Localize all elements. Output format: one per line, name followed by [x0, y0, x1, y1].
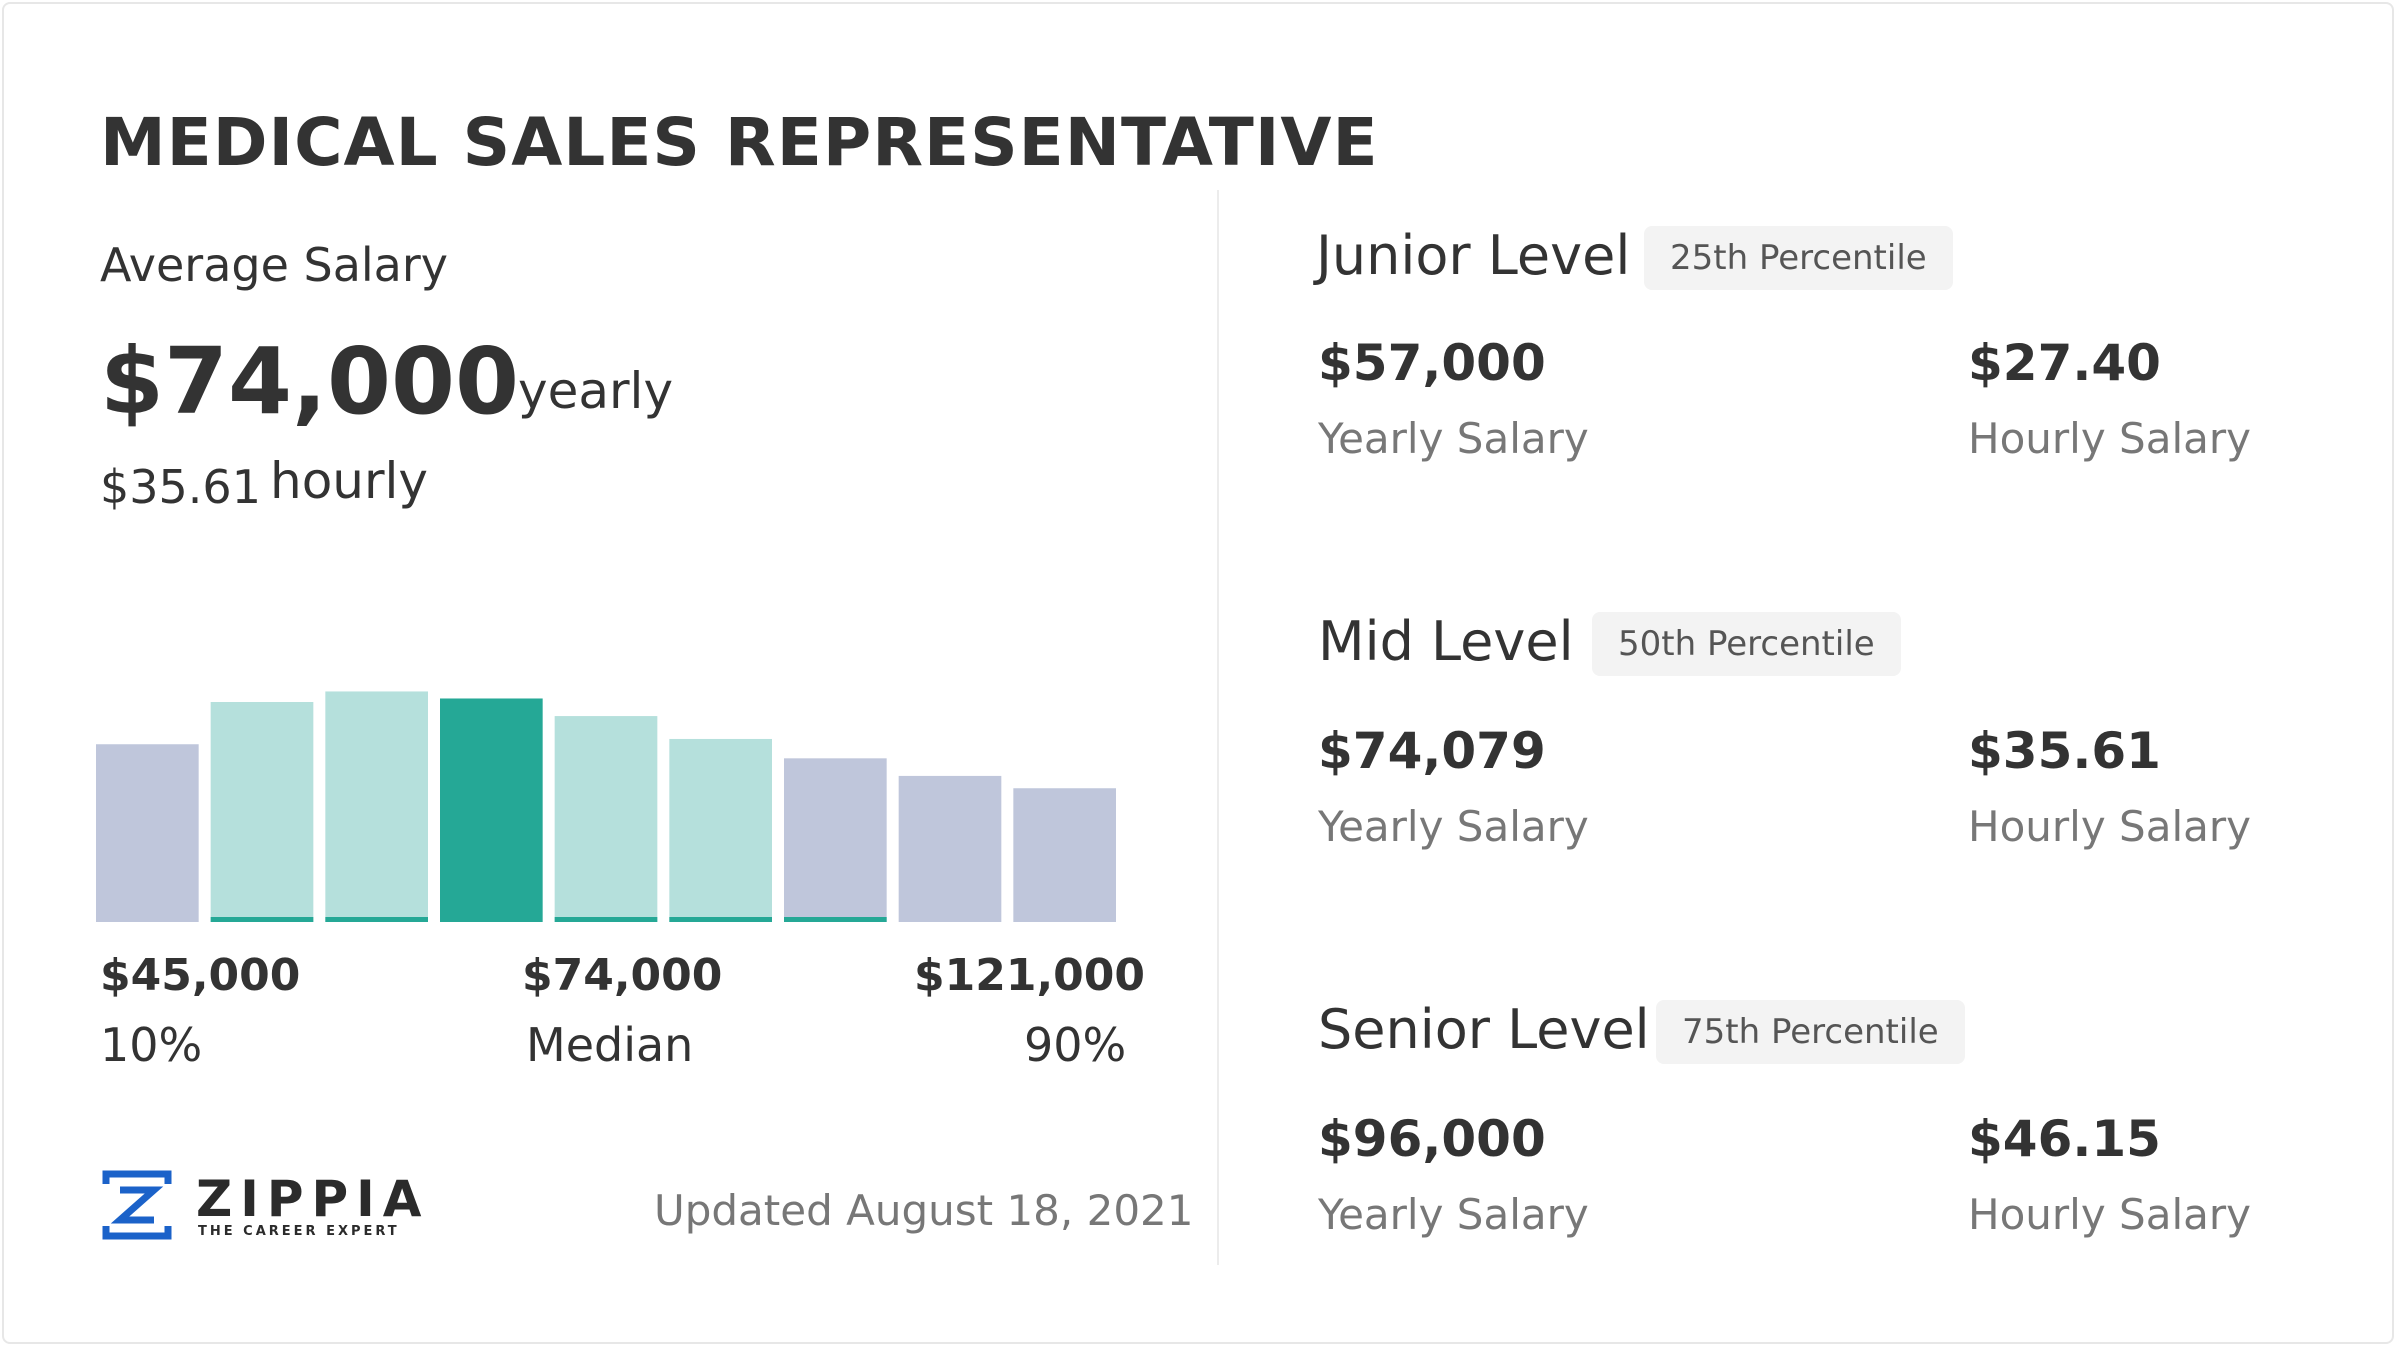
senior-yearly-label: Yearly Salary — [1318, 1190, 1589, 1239]
junior-hourly-value: $27.40 — [1968, 334, 2161, 392]
histogram-bar-7 — [784, 758, 887, 922]
brand-tagline: THE CAREER EXPERT — [198, 1224, 400, 1239]
average-hourly-unit: hourly — [270, 452, 429, 510]
histogram-bar-underline-3 — [325, 917, 428, 922]
junior-yearly-label: Yearly Salary — [1318, 414, 1589, 463]
tick-value-high: $121,000 — [914, 950, 1146, 1001]
brand-name[interactable]: ZIPPIA — [196, 1170, 430, 1228]
mid-level-title: Mid Level — [1318, 610, 1574, 673]
senior-level-title: Senior Level — [1318, 998, 1650, 1061]
senior-hourly-value: $46.15 — [1968, 1110, 2161, 1168]
zippia-logo-icon[interactable] — [102, 1170, 172, 1240]
senior-yearly-value: $96,000 — [1318, 1110, 1546, 1168]
mid-hourly-label: Hourly Salary — [1968, 802, 2251, 851]
histogram-bar-3 — [325, 691, 428, 922]
histogram-bar-1 — [96, 744, 199, 922]
histogram-bar-8 — [898, 775, 1002, 922]
histogram-bar-5 — [554, 716, 658, 922]
histogram-bar-4 — [440, 698, 543, 922]
histogram-bar-underline-5 — [554, 917, 658, 922]
tick-label-median: Median — [526, 1018, 694, 1072]
histogram-bar-2 — [210, 702, 314, 922]
column-divider — [1217, 190, 1219, 1265]
histogram-bar-6 — [669, 738, 772, 922]
histogram-bar-underline-7 — [784, 917, 887, 922]
tick-value-low: $45,000 — [100, 950, 301, 1001]
mid-hourly-value: $35.61 — [1968, 722, 2161, 780]
tick-label-high: 90% — [1024, 1018, 1127, 1072]
junior-yearly-value: $57,000 — [1318, 334, 1546, 392]
histogram-bar-9 — [1013, 788, 1116, 922]
updated-date: Updated August 18, 2021 — [654, 1186, 1194, 1235]
tick-label-low: 10% — [100, 1018, 203, 1072]
average-yearly-unit: yearly — [518, 362, 674, 420]
junior-percentile-badge: 25th Percentile — [1644, 226, 1953, 290]
histogram-bar-underline-6 — [669, 917, 772, 922]
mid-yearly-label: Yearly Salary — [1318, 802, 1589, 851]
average-salary-label: Average Salary — [100, 238, 449, 292]
senior-percentile-badge: 75th Percentile — [1656, 1000, 1965, 1064]
mid-percentile-badge: 50th Percentile — [1592, 612, 1901, 676]
average-hourly-value: $35.61 — [100, 460, 261, 514]
salary-distribution-chart — [96, 691, 1116, 922]
junior-hourly-label: Hourly Salary — [1968, 414, 2251, 463]
senior-hourly-label: Hourly Salary — [1968, 1190, 2251, 1239]
histogram-bar-underline-2 — [210, 917, 314, 922]
junior-level-title: Junior Level — [1316, 224, 1631, 287]
mid-yearly-value: $74,079 — [1318, 722, 1546, 780]
tick-value-median: $74,000 — [522, 950, 723, 1001]
page-title: MEDICAL SALES REPRESENTATIVE — [100, 104, 1379, 181]
average-yearly-value: $74,000 — [100, 328, 520, 435]
